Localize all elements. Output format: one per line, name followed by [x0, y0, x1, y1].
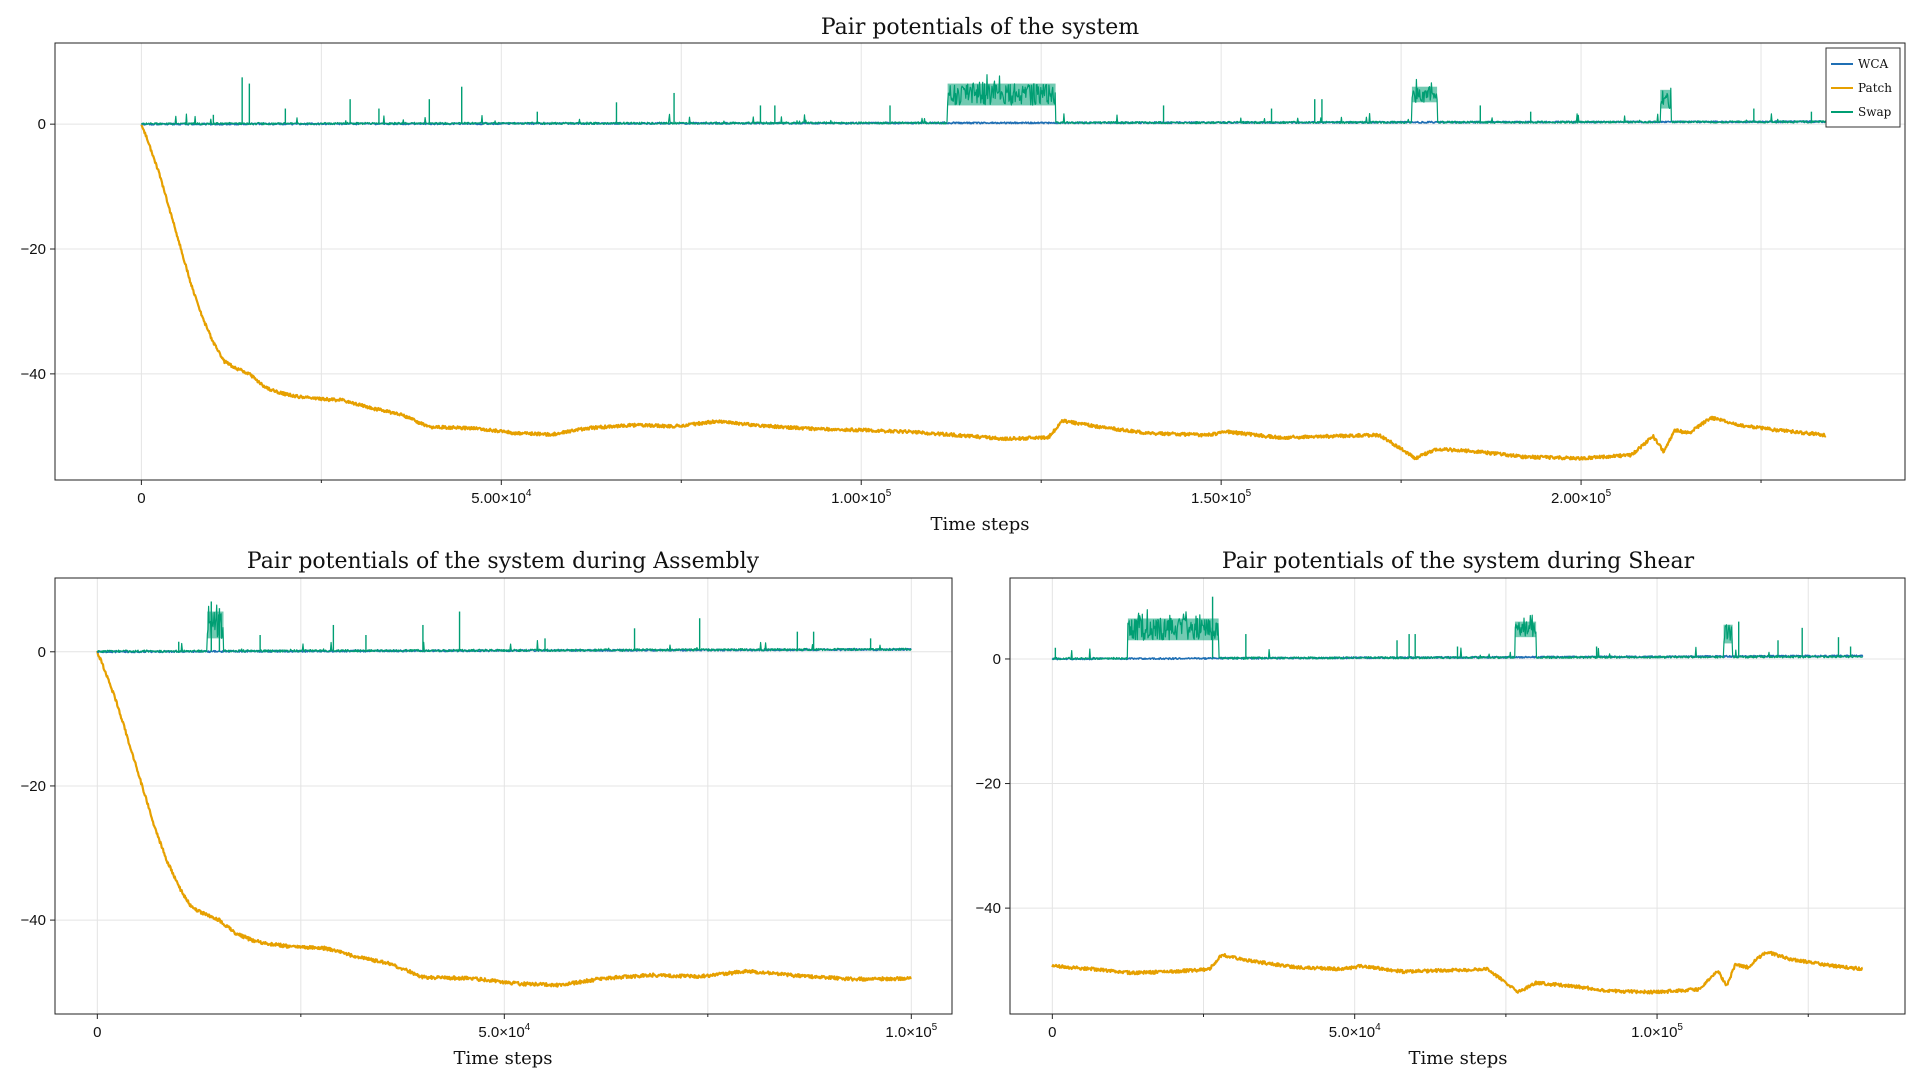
chart-shear: Pair potentials of the system during She…: [976, 549, 1906, 1069]
x-tick-label: 5.00×104: [471, 488, 532, 507]
series-line-patch: [96, 650, 912, 988]
x-axis-label: Time steps: [453, 1048, 552, 1069]
legend-entry-wca: WCA: [1858, 57, 1889, 71]
x-tick-label: 1.0×105: [885, 1022, 937, 1041]
x-tick-label: 1.0×105: [1631, 1022, 1683, 1041]
x-tick-label: 1.50×105: [1191, 488, 1252, 507]
y-tick-label: −20: [21, 778, 46, 795]
plot-frame: [54, 42, 1906, 481]
plot-frame: [1009, 577, 1906, 1015]
y-tick-label: −40: [976, 900, 1001, 917]
x-tick-label: 2.00×105: [1551, 488, 1612, 507]
swap-band: [1411, 86, 1438, 103]
x-tick-label: 1.00×105: [831, 488, 892, 507]
x-tick-label: 5.0×104: [478, 1022, 530, 1041]
swap-band: [1723, 624, 1733, 644]
legend: WCA Patch Swap: [1825, 47, 1901, 128]
y-tick-label: −40: [21, 366, 46, 383]
chart-title: Pair potentials of the system during Ass…: [247, 549, 760, 574]
chart-assembly: Pair potentials of the system during Ass…: [21, 549, 953, 1069]
swap-band: [207, 611, 224, 639]
swap-band: [1514, 621, 1537, 638]
x-tick-label: 0: [1048, 1024, 1056, 1041]
x-tick-label: 0: [137, 490, 145, 507]
plot-frame: [54, 577, 953, 1015]
y-tick-label: −40: [21, 912, 46, 929]
y-tick-label: 0: [993, 651, 1001, 668]
y-tick-label: −20: [976, 776, 1001, 793]
series-line-patch: [140, 124, 1827, 461]
swap-band: [1660, 89, 1672, 109]
x-tick-label: 0: [93, 1024, 101, 1041]
chart-title: Pair potentials of the system: [821, 15, 1139, 40]
x-axis-label: Time steps: [930, 514, 1029, 535]
x-tick-label: 5.0×104: [1329, 1022, 1381, 1041]
swap-band: [947, 83, 1056, 106]
y-tick-label: −20: [21, 241, 46, 258]
y-tick-label: 0: [38, 644, 46, 661]
y-tick-label: 0: [38, 116, 46, 133]
legend-entry-swap: Swap: [1858, 105, 1892, 119]
chart-full-run: Pair potentials of the system 0 5.00×104 1…: [21, 15, 1906, 535]
chart-title: Pair potentials of the system during She…: [1222, 549, 1695, 574]
series-line-patch: [1051, 950, 1864, 995]
x-axis-label: Time steps: [1408, 1048, 1507, 1069]
series-line-swap: [96, 604, 912, 653]
legend-entry-patch: Patch: [1858, 81, 1892, 95]
swap-band: [1127, 618, 1219, 641]
